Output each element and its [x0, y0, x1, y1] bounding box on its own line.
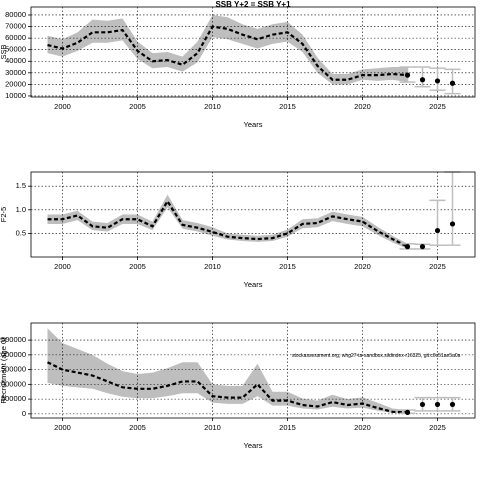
x-tick-label: 2000	[54, 102, 71, 111]
y-axis-label: SSB	[0, 44, 8, 59]
y-tick-label: 60000	[5, 33, 26, 42]
x-tick-label: 2020	[354, 262, 371, 271]
x-tick-label: 2005	[129, 423, 146, 432]
y-tick-label: 20000	[5, 79, 26, 88]
estimate-line	[47, 361, 408, 414]
forecast-point	[404, 72, 411, 78]
x-tick-label: 2000	[54, 262, 71, 271]
x-tick-label: 2020	[354, 102, 371, 111]
x-tick-label: 2015	[279, 262, 296, 271]
forecast-point	[419, 244, 426, 250]
forecast-point	[434, 227, 441, 234]
y-tick-label: 70000	[5, 22, 26, 31]
forecast-point	[449, 221, 456, 227]
annotation: stockassessment.org, whg27-ta-sandbox.si…	[292, 353, 461, 359]
forecast-point	[419, 77, 426, 83]
forecast-point	[404, 409, 411, 415]
y-tick-label: 0	[22, 409, 26, 418]
y-axis-label: Recruitment (age 0)	[0, 337, 8, 404]
forecast-point	[404, 244, 411, 250]
chart-title: SSB Y+2 = SSB Y+1	[215, 0, 291, 9]
forecast-point	[449, 401, 456, 408]
y-tick-label: 1.0	[16, 205, 26, 214]
x-axis-label: Years	[244, 280, 263, 289]
x-tick-label: 2015	[279, 423, 296, 432]
y-tick-label: 80000	[5, 10, 26, 19]
confidence-band	[47, 194, 408, 249]
x-tick-label: 2000	[54, 423, 71, 432]
x-tick-label: 2010	[204, 102, 221, 111]
plot-frame	[30, 171, 476, 258]
estimate-line	[47, 199, 408, 248]
y-axis-label: F2-5	[0, 207, 8, 222]
y-tick-label: 1.5	[16, 181, 26, 190]
x-tick-label: 2010	[204, 423, 221, 432]
x-axis-label: Years	[244, 120, 263, 129]
plot-frame	[30, 6, 476, 98]
forecast-point	[434, 78, 441, 84]
y-tick-label: 30000	[5, 68, 26, 77]
forecast-point	[434, 401, 441, 408]
forecast-point	[449, 80, 456, 86]
y-tick-label: 1000000	[0, 379, 26, 388]
plot-frame	[30, 322, 476, 419]
y-tick-label: 0.5	[16, 228, 26, 237]
y-tick-label: 1500000	[0, 365, 26, 374]
y-tick-label: 2000000	[0, 350, 26, 359]
confidence-band	[47, 328, 408, 414]
y-tick-label: 2500000	[0, 335, 26, 344]
y-tick-label: 50000	[5, 45, 26, 54]
x-tick-label: 2015	[279, 102, 296, 111]
y-tick-label: 10000	[5, 91, 26, 100]
x-tick-label: 2025	[429, 102, 446, 111]
x-tick-label: 2025	[429, 262, 446, 271]
x-tick-label: 2005	[129, 262, 146, 271]
y-tick-label: 500000	[1, 394, 26, 403]
x-tick-label: 2010	[204, 262, 221, 271]
x-tick-label: 2025	[429, 423, 446, 432]
x-tick-label: 2005	[129, 102, 146, 111]
x-tick-label: 2020	[354, 423, 371, 432]
y-tick-label: 40000	[5, 56, 26, 65]
x-axis-label: Years	[244, 441, 263, 450]
forecast-point	[419, 401, 426, 408]
